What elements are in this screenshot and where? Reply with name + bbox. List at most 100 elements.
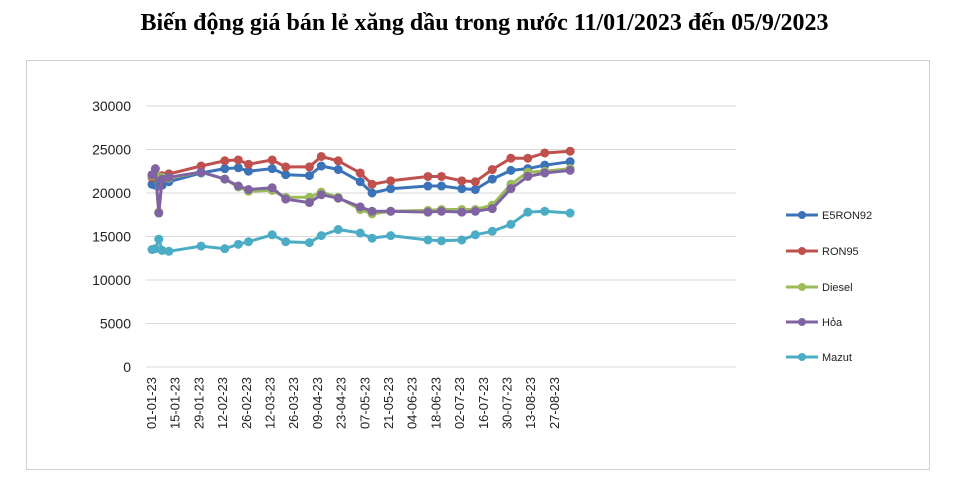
data-point xyxy=(157,245,167,255)
data-point xyxy=(355,168,365,178)
data-point xyxy=(565,208,575,218)
legend-label: RON95 xyxy=(822,246,859,258)
x-tick-label: 26-02-23 xyxy=(239,377,254,429)
data-point xyxy=(333,165,343,175)
data-point xyxy=(457,235,467,245)
data-point xyxy=(523,207,533,217)
data-point xyxy=(164,172,174,182)
data-point xyxy=(233,181,243,191)
data-point xyxy=(164,246,174,256)
y-tick-label: 30000 xyxy=(92,98,131,114)
data-point xyxy=(281,237,291,247)
data-point xyxy=(506,219,516,229)
data-point xyxy=(304,198,314,208)
data-point xyxy=(220,156,230,166)
legend-label: E5RON92 xyxy=(822,210,872,222)
data-point xyxy=(565,157,575,167)
data-point xyxy=(304,238,314,248)
data-point xyxy=(316,190,326,200)
data-point xyxy=(355,228,365,238)
data-point xyxy=(506,165,516,175)
data-point xyxy=(355,177,365,187)
data-point xyxy=(157,174,167,184)
data-point xyxy=(154,208,164,218)
x-tick-label: 29-01-23 xyxy=(191,377,206,429)
data-point xyxy=(243,166,253,176)
data-point xyxy=(316,161,326,171)
data-point xyxy=(386,231,396,241)
legend-item-ha: Hỏa xyxy=(786,317,843,329)
data-point xyxy=(487,174,497,184)
y-tick-label: 5000 xyxy=(100,316,131,332)
data-point xyxy=(367,206,377,216)
data-point xyxy=(436,171,446,181)
data-point xyxy=(355,202,365,212)
data-point xyxy=(506,153,516,163)
legend-marker xyxy=(798,247,806,255)
x-tick-label: 26-03-23 xyxy=(286,377,301,429)
y-tick-label: 25000 xyxy=(92,142,131,158)
data-point xyxy=(267,164,277,174)
data-point xyxy=(233,155,243,165)
data-point xyxy=(281,194,291,204)
legend-item-mazut: Mazut xyxy=(786,352,852,364)
y-tick-label: 10000 xyxy=(92,272,131,288)
y-tick-label: 0 xyxy=(123,359,131,375)
data-point xyxy=(487,165,497,175)
legend-marker xyxy=(798,211,806,219)
data-point xyxy=(243,237,253,247)
x-tick-label: 02-07-23 xyxy=(452,377,467,429)
data-point xyxy=(523,171,533,181)
data-point xyxy=(150,164,160,174)
data-point xyxy=(233,239,243,249)
data-point xyxy=(281,162,291,172)
data-point xyxy=(565,146,575,156)
legend-label: Mazut xyxy=(822,352,852,364)
data-point xyxy=(243,159,253,169)
data-point xyxy=(423,171,433,181)
y-axis: 0 5000 10000 15000 20000 25000 30000 xyxy=(92,98,131,375)
data-point xyxy=(267,183,277,193)
data-point xyxy=(333,156,343,166)
data-point xyxy=(457,184,467,194)
x-tick-label: 01-01-23 xyxy=(144,377,159,429)
x-tick-label: 13-08-23 xyxy=(523,377,538,429)
x-tick-label: 16-07-23 xyxy=(476,377,491,429)
data-point xyxy=(470,185,480,195)
x-tick-label: 18-06-23 xyxy=(428,377,443,429)
x-tick-label: 12-02-23 xyxy=(215,377,230,429)
data-point xyxy=(220,174,230,184)
x-tick-label: 21-05-23 xyxy=(381,377,396,429)
data-point xyxy=(220,164,230,174)
data-point xyxy=(267,155,277,165)
legend-item-e5ron92: E5RON92 xyxy=(786,210,872,222)
data-point xyxy=(333,225,343,235)
data-point xyxy=(220,244,230,254)
legend: E5RON92 RON95 Diesel Hỏa Mazut xyxy=(786,210,872,364)
data-point xyxy=(565,165,575,175)
legend-marker xyxy=(798,353,806,361)
data-point xyxy=(423,207,433,217)
data-point xyxy=(487,226,497,236)
data-point xyxy=(316,151,326,161)
data-point xyxy=(150,244,160,254)
x-tick-label: 23-04-23 xyxy=(334,377,349,429)
data-point xyxy=(333,193,343,203)
data-point xyxy=(436,206,446,216)
legend-label: Diesel xyxy=(822,282,853,294)
data-point xyxy=(267,230,277,240)
x-tick-label: 09-04-23 xyxy=(310,377,325,429)
data-point xyxy=(386,184,396,194)
data-point xyxy=(316,231,326,241)
data-point xyxy=(281,170,291,180)
data-point xyxy=(457,176,467,186)
x-tick-label: 07-05-23 xyxy=(357,377,372,429)
data-point xyxy=(540,148,550,158)
data-point xyxy=(423,235,433,245)
series-mazut xyxy=(147,206,575,256)
data-point xyxy=(540,168,550,178)
data-point xyxy=(304,162,314,172)
chart-frame xyxy=(26,60,930,470)
data-point xyxy=(523,153,533,163)
